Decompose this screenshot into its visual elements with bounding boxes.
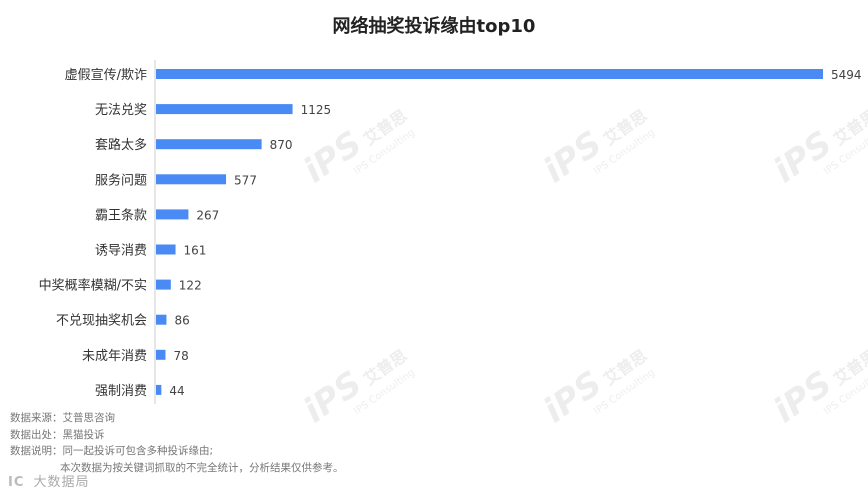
bar bbox=[156, 244, 176, 255]
category-label: 不兑现抽奖机会 bbox=[56, 314, 147, 329]
bar bbox=[156, 174, 227, 185]
category-label: 套路太多 bbox=[95, 137, 147, 153]
bar bbox=[156, 69, 823, 79]
note-source: 数据来源：艾普思咨询 bbox=[10, 412, 115, 424]
brand-name: 大数据局 bbox=[33, 475, 90, 490]
bar bbox=[156, 314, 167, 325]
value-label: 44 bbox=[169, 384, 184, 398]
category-label: 虚假宣传/欺诈 bbox=[65, 67, 147, 83]
value-label: 577 bbox=[234, 173, 257, 187]
value-label: 161 bbox=[184, 244, 207, 258]
chart-notes: 数据来源：艾普思咨询 数据出处：黑猫投诉 数据说明：同一起投诉可包含多种投诉缘由… bbox=[10, 410, 344, 476]
value-label: 78 bbox=[173, 349, 188, 363]
brand-logo: IC bbox=[8, 475, 25, 490]
brand-footer: IC 大数据局 bbox=[8, 471, 90, 490]
bar bbox=[156, 384, 162, 395]
bar bbox=[156, 139, 262, 150]
value-label: 870 bbox=[270, 138, 293, 152]
category-label: 诱导消费 bbox=[95, 244, 147, 259]
category-label: 霸王条款 bbox=[95, 207, 147, 223]
note-description: 数据说明：同一起投诉可包含多种投诉缘由; bbox=[10, 445, 214, 457]
note-origin: 数据出处：黑猫投诉 bbox=[10, 428, 105, 441]
bar bbox=[156, 349, 166, 360]
bar bbox=[156, 209, 189, 220]
value-label: 1125 bbox=[301, 103, 332, 117]
category-label: 服务问题 bbox=[95, 172, 147, 188]
chart-title: 网络抽奖投诉缘由top10 bbox=[332, 16, 536, 37]
bar bbox=[156, 279, 171, 290]
category-label: 中奖概率模糊/不实 bbox=[39, 278, 147, 294]
bar-chart: 虚假宣传/欺诈 5494 无法兑奖 1125 套路太多 870 服务问题 577 霸王条款 267… bbox=[39, 60, 862, 404]
value-label: 86 bbox=[174, 314, 189, 328]
value-label: 122 bbox=[179, 279, 202, 293]
note-disclaimer: 本次数据为按关键词抓取的不完全统计，分析结果仅供参考。 bbox=[60, 461, 344, 474]
value-label: 267 bbox=[196, 208, 219, 222]
category-label: 无法兑奖 bbox=[95, 103, 147, 118]
category-label: 未成年消费 bbox=[82, 349, 147, 364]
value-label: 5494 bbox=[831, 68, 862, 82]
category-label: 强制消费 bbox=[95, 384, 147, 399]
bar bbox=[156, 104, 293, 115]
